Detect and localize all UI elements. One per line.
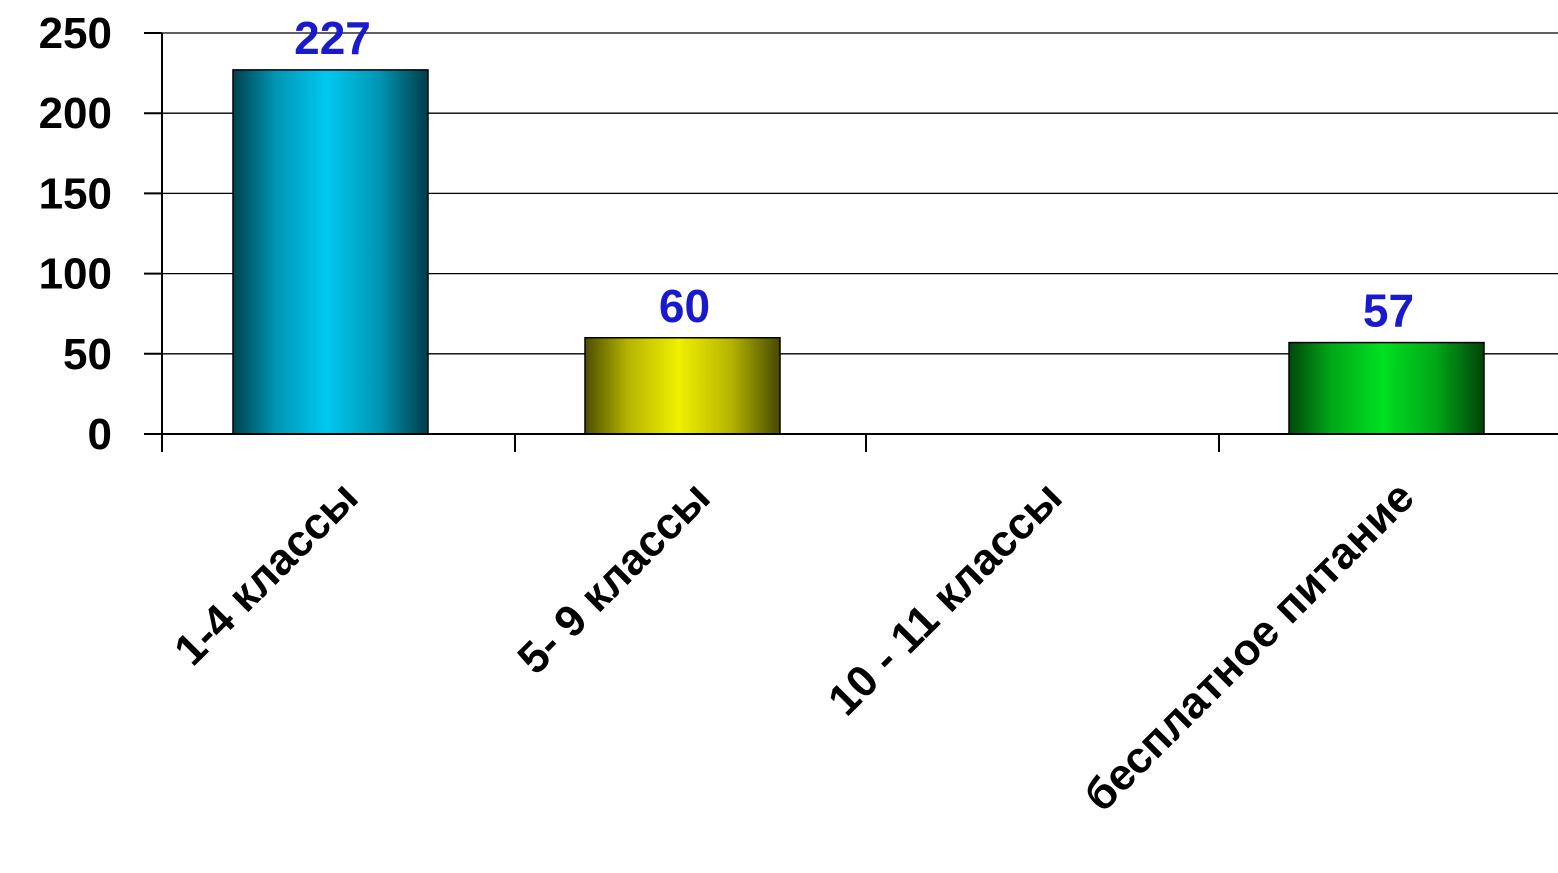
x-tick-label: бесплатное питание — [1075, 472, 1424, 821]
data-labels: 227 60 57 — [294, 12, 1414, 337]
x-tick-label: 10 - 11 классы — [819, 472, 1072, 725]
y-tick-label: 0 — [88, 410, 112, 459]
y-tick-label: 100 — [39, 250, 112, 299]
y-tick-label: 50 — [63, 330, 112, 379]
y-tick-labels: 0 50 100 150 200 250 — [39, 9, 112, 459]
bars — [232, 69, 1485, 435]
data-label: 60 — [659, 280, 710, 332]
bar — [232, 69, 429, 435]
axes — [144, 32, 1558, 452]
x-tick-label: 5- 9 классы — [508, 472, 719, 683]
bar — [584, 337, 781, 435]
y-tick-label: 150 — [39, 169, 112, 218]
bar — [1288, 341, 1485, 435]
x-tick-label: 1-4 классы — [165, 472, 367, 674]
data-label: 57 — [1363, 285, 1414, 337]
y-tick-label: 250 — [39, 9, 112, 58]
y-tick-label: 200 — [39, 89, 112, 138]
x-tick-labels: 1-4 классы 5- 9 классы 10 - 11 классы беспл… — [165, 472, 1423, 821]
data-label: 227 — [294, 12, 371, 64]
